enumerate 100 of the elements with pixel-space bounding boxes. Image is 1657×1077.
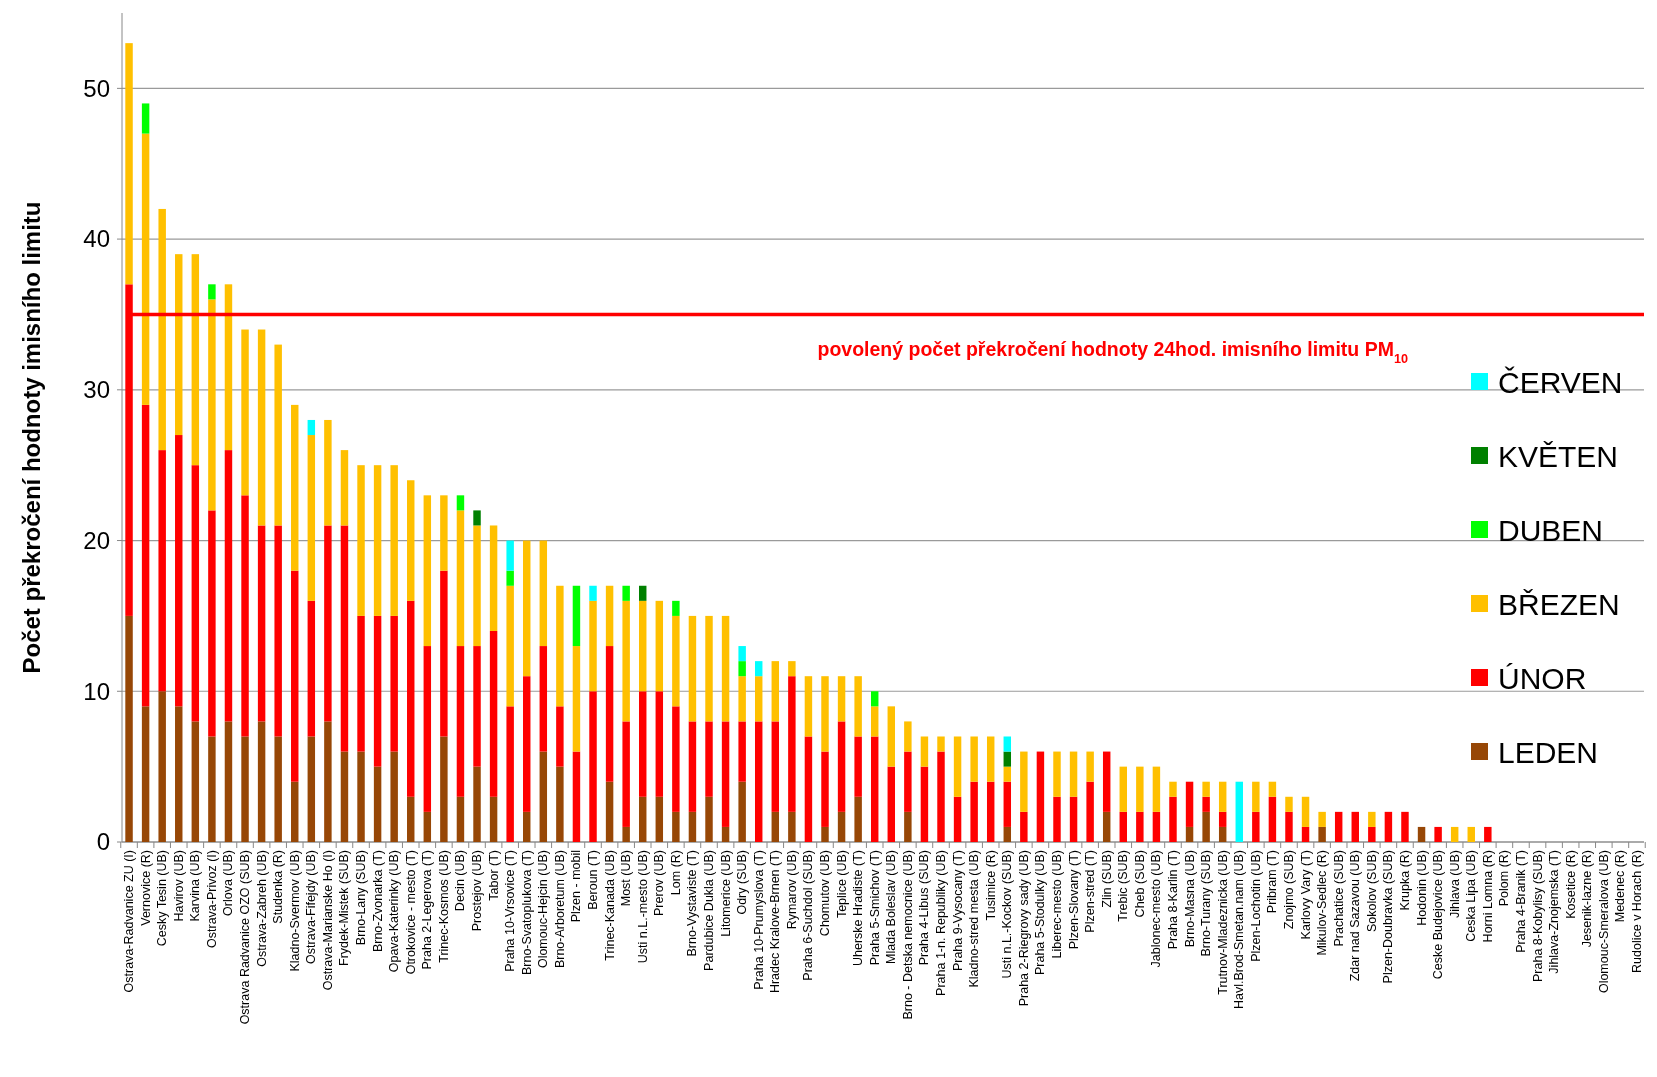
bar (655, 691, 664, 797)
bar (705, 796, 713, 842)
bar (1285, 796, 1293, 812)
x-tick-label: Trebic (SUB) (1116, 850, 1131, 922)
ref-line-label: povolený počet překročení hodnoty 24hod. imisního limitu PM$_{10}$ (817, 338, 1408, 367)
bar (257, 329, 266, 526)
x-tick-label: Kladno-stred mesta (UB) (967, 850, 982, 988)
bar (589, 600, 597, 692)
x-tick-label: Odry (SUB) (735, 850, 750, 915)
bar (639, 796, 647, 842)
bar (1268, 796, 1277, 842)
bar (407, 796, 415, 842)
x-tick-label: Praha 1-n. Republiky (UB) (934, 850, 948, 996)
bar (307, 736, 316, 842)
x-tick-label: Ceske Budejovice (UB) (1431, 850, 1446, 980)
bar (672, 615, 680, 707)
x-tick-label: Decin (UB) (453, 850, 468, 912)
bar (506, 585, 514, 707)
bar (456, 646, 465, 797)
x-tick-label: Karvina (UB) (188, 850, 203, 922)
bar (158, 208, 166, 451)
x-tick-label: Jesenik-lazne (R) (1580, 850, 1595, 948)
bar (904, 811, 912, 842)
bar (1119, 766, 1127, 812)
x-tick-label: Zlin (SUB) (1099, 850, 1114, 908)
bar (738, 661, 746, 677)
bar (324, 721, 332, 842)
bar (1368, 811, 1376, 827)
bar (340, 751, 349, 842)
bar (307, 435, 316, 601)
x-tick-label: Brno-Vystaviste (T) (685, 850, 700, 957)
x-tick-label: Praha 10-Prumyslova (T) (751, 850, 766, 990)
bar (423, 495, 432, 647)
legend-label: KVĚTEN (1498, 439, 1619, 473)
bar (1086, 751, 1094, 782)
bar (639, 600, 647, 692)
bar (672, 811, 680, 842)
bar (257, 721, 266, 842)
bar (1301, 796, 1310, 827)
bar (953, 736, 962, 797)
bar (1268, 781, 1277, 797)
bar (622, 600, 630, 722)
x-tick-label: Ostrava-Fifejdy (UB) (304, 850, 319, 964)
bar (821, 676, 829, 752)
bar (175, 435, 183, 707)
bar (1003, 736, 1012, 752)
x-tick-label: Olomouc-Smeralova (UB) (1596, 850, 1611, 994)
x-tick-label: Havl.Brod-Smetan.nam (UB) (1232, 850, 1247, 1010)
x-tick-label: Vernovice (R) (138, 850, 153, 926)
x-tick-label: Brno-Turany (SUB) (1199, 850, 1214, 957)
bar (208, 510, 216, 737)
x-tick-label: Trinec-Kanada (UB) (602, 850, 617, 961)
bar (804, 676, 813, 737)
x-tick-label: Havirov (UB) (171, 850, 186, 922)
bar (291, 570, 299, 782)
x-tick-label: Sokolov (SUB) (1364, 850, 1379, 932)
bar (357, 751, 365, 842)
x-tick-label: Most (UB) (619, 850, 634, 907)
x-tick-label: Mlada Boleslav (UB) (884, 850, 899, 964)
x-tick-label: Brno-Lany (SUB) (354, 850, 369, 946)
x-tick-label: Plzen-Slovany (T) (1066, 850, 1081, 950)
bar (274, 736, 282, 842)
bar (1053, 751, 1061, 797)
x-tick-label: Prerov (UB) (652, 850, 667, 916)
x-tick-label: Brno-Arboretum (UB) (552, 850, 567, 969)
bar (373, 465, 382, 616)
legend-label: BŘEZEN (1498, 587, 1620, 621)
y-tick-label: 40 (83, 225, 110, 253)
bar (738, 721, 746, 782)
bar (754, 661, 763, 677)
x-tick-label: Zdar nad Sazavou (UB) (1348, 850, 1363, 982)
bar (390, 465, 398, 616)
bar (473, 510, 481, 526)
bar (1119, 811, 1127, 842)
bar (1020, 751, 1028, 812)
bar (837, 676, 846, 722)
bar (1368, 826, 1376, 842)
bar (506, 706, 514, 842)
bar (1069, 751, 1078, 797)
bar (1202, 811, 1210, 842)
bar (986, 736, 995, 782)
bar (1417, 826, 1426, 842)
bar (224, 450, 233, 722)
bar (1202, 781, 1210, 797)
y-tick-label: 10 (83, 677, 110, 705)
bar (1218, 826, 1227, 842)
bar (1202, 796, 1210, 812)
bar (1318, 826, 1326, 842)
bar (1136, 811, 1144, 842)
x-tick-label: Tusimice (R) (983, 850, 998, 921)
bar (1152, 811, 1161, 842)
bar (191, 465, 200, 722)
bar (870, 736, 879, 842)
bar (523, 540, 531, 677)
x-tick-label: Plzen-stred (T) (1083, 850, 1098, 933)
x-tick-label: Usti n.L.-mesto (UB) (635, 850, 650, 964)
x-tick-label: Uherske Hradiste (T) (851, 850, 866, 966)
bar (291, 781, 299, 842)
x-tick-label: Chomutov (UB) (818, 850, 832, 937)
bar (158, 691, 166, 842)
